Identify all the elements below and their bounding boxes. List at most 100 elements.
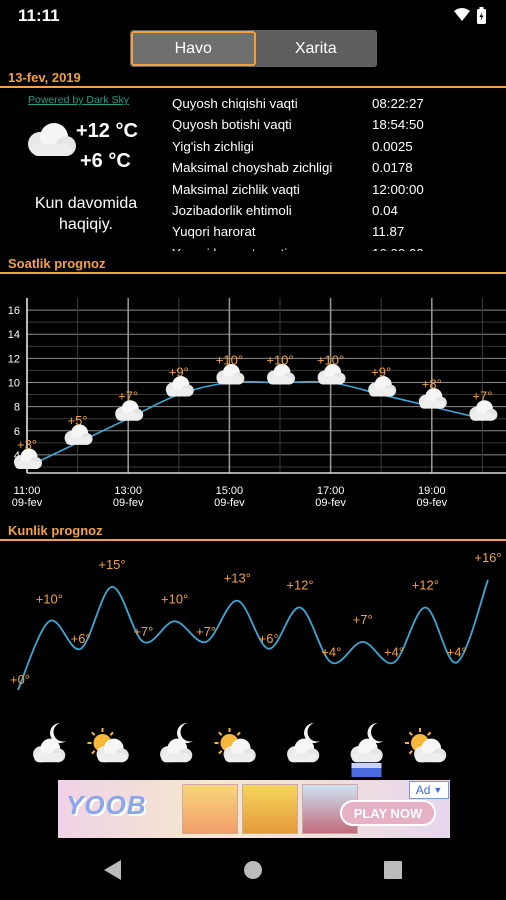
cloud-icon <box>216 363 245 385</box>
ad-tag-label: Ad <box>415 783 431 797</box>
x-tick-sublabel: 09-fev <box>113 497 144 509</box>
point-label: +7° <box>118 389 138 404</box>
ad-image <box>182 784 238 834</box>
moon-cloud-icon <box>287 723 320 763</box>
y-tick-label: 12 <box>8 353 20 365</box>
y-tick-label: 14 <box>8 329 20 341</box>
detail-row: Quyosh botishi vaqti 18:54:50 <box>172 114 506 135</box>
temperature-line <box>26 380 483 468</box>
detail-row: Quyosh chiqishi vaqti 08:22:27 <box>172 93 506 114</box>
daily-title: Kunlik prognoz <box>8 523 103 538</box>
cloud-icon <box>317 363 346 385</box>
tab-havo[interactable]: Havo <box>131 31 256 66</box>
status-bar: 11:11 <box>0 0 506 32</box>
play-now-button[interactable]: PLAY NOW <box>340 800 436 826</box>
ad-choice-badge[interactable]: Ad ▼ <box>409 781 449 799</box>
point-label: +7° <box>472 389 492 404</box>
detail-value: 12:00:00 <box>372 181 424 197</box>
detail-value: 0.0025 <box>372 138 413 154</box>
status-time: 11:11 <box>18 6 60 25</box>
cloud-icon <box>64 424 93 445</box>
detail-label: Quyosh chiqishi vaqti <box>172 96 298 111</box>
x-tick-label: 11:00 <box>14 485 41 497</box>
cloud-icon <box>469 400 498 421</box>
x-tick-sublabel: 09-fev <box>12 497 43 509</box>
point-label: +4° <box>447 645 467 660</box>
navigation-bar <box>104 860 402 880</box>
moon-cloud-icon <box>33 723 66 763</box>
today-date: 13-fev, 2019 <box>8 70 81 85</box>
cloud-icon <box>165 376 194 397</box>
y-tick-label: 10 <box>8 377 20 389</box>
point-label: +8° <box>422 377 442 392</box>
ad-banner[interactable]: YOOB PLAY NOW <box>58 780 450 838</box>
details-table[interactable]: Quyosh chiqishi vaqti 08:22:27 Quyosh bot… <box>172 93 506 251</box>
detail-value: 18:54:50 <box>372 117 424 133</box>
tab-xarita[interactable]: Xarita <box>255 31 376 66</box>
detail-label: Maksimal zichlik vaqti <box>172 181 300 197</box>
detail-label: Yig'ish zichligi <box>172 138 254 154</box>
cloud-icon <box>14 448 42 469</box>
hourly-title: Soatlik prognoz <box>8 256 106 271</box>
back-icon <box>104 860 121 880</box>
point-label: +4° <box>384 645 404 660</box>
ad-logo: YOOB <box>66 790 147 820</box>
detail-row: Yuqori harorat 11.87 <box>172 221 506 242</box>
moon-rain-cloud-icon <box>350 723 384 777</box>
temperature-line <box>17 579 489 691</box>
detail-value: 11.87 <box>372 224 405 240</box>
sun-cloud-icon <box>214 728 256 763</box>
point-label: +10° <box>266 352 293 367</box>
detail-row: Yuqori harorat vaqti16:00:00 <box>172 243 506 251</box>
detail-row: Maksimal zichlik vaqti 12:00:00 <box>172 179 506 200</box>
point-label: +9° <box>371 365 391 380</box>
point-label: +3° <box>17 437 37 452</box>
point-label: +12° <box>412 578 439 593</box>
detail-label: Jozibadorlik ehtimoli <box>172 202 292 218</box>
ad-image <box>242 784 298 834</box>
detail-value: 0.0178 <box>372 160 413 176</box>
point-label: +7° <box>353 612 373 627</box>
cloud-icon <box>115 400 144 421</box>
hourly-chart[interactable]: 4681012141611:0009-fev13:0009-fev15:0009… <box>0 278 506 513</box>
x-tick-label: 17:00 <box>317 485 345 497</box>
temp-low: +6 °C <box>80 150 131 172</box>
detail-row: Maksimal choyshab zichligi 0.0178 <box>172 157 506 178</box>
wifi-icon <box>454 8 470 21</box>
point-label: +15° <box>98 557 125 572</box>
y-tick-label: 8 <box>14 402 20 414</box>
x-tick-label: 13:00 <box>114 485 142 497</box>
day-summary: Kun davomida haqiqiy. <box>34 195 138 233</box>
moon-cloud-icon <box>160 723 193 763</box>
y-tick-label: 16 <box>8 305 20 317</box>
x-tick-sublabel: 09-fev <box>315 497 346 509</box>
detail-value: 08:22:27 <box>372 96 424 111</box>
cloud-icon <box>418 388 447 409</box>
battery-icon <box>477 7 486 24</box>
powered-by-link[interactable]: Powered by Dark Sky <box>28 94 129 106</box>
point-label: +13° <box>224 571 251 586</box>
point-label: +0° <box>10 672 30 687</box>
detail-value: 0.04 <box>372 202 398 218</box>
detail-row: Jozibadorlik ehtimoli 0.04 <box>172 200 506 221</box>
point-label: +10° <box>317 352 344 367</box>
detail-label: Yuqori harorat vaqti <box>172 243 372 251</box>
x-tick-sublabel: 09-fev <box>417 497 448 509</box>
cloud-icon <box>267 363 295 385</box>
point-label: +12° <box>286 578 313 593</box>
detail-row: Yig'ish zichligi 0.0025 <box>172 136 506 157</box>
y-tick-label: 6 <box>14 426 20 438</box>
section-divider <box>0 539 506 541</box>
point-label: +16° <box>474 550 501 565</box>
point-label: +7° <box>196 624 216 639</box>
point-label: +10° <box>36 591 63 606</box>
point-label: +7° <box>133 624 153 639</box>
temp-high: +12 °C <box>76 120 138 142</box>
chevron-down-icon: ▼ <box>433 785 443 795</box>
point-label: +5° <box>68 413 88 428</box>
detail-label: Quyosh botishi vaqti <box>172 117 292 133</box>
detail-label: Yuqori harorat <box>172 224 256 240</box>
daily-chart[interactable]: +0° +10° +6° +15° +7° +10° +7° +13° +6° +12° +4° +7… <box>0 540 506 780</box>
x-tick-label: 15:00 <box>216 485 244 497</box>
y-tick-label: 4 <box>14 450 20 462</box>
